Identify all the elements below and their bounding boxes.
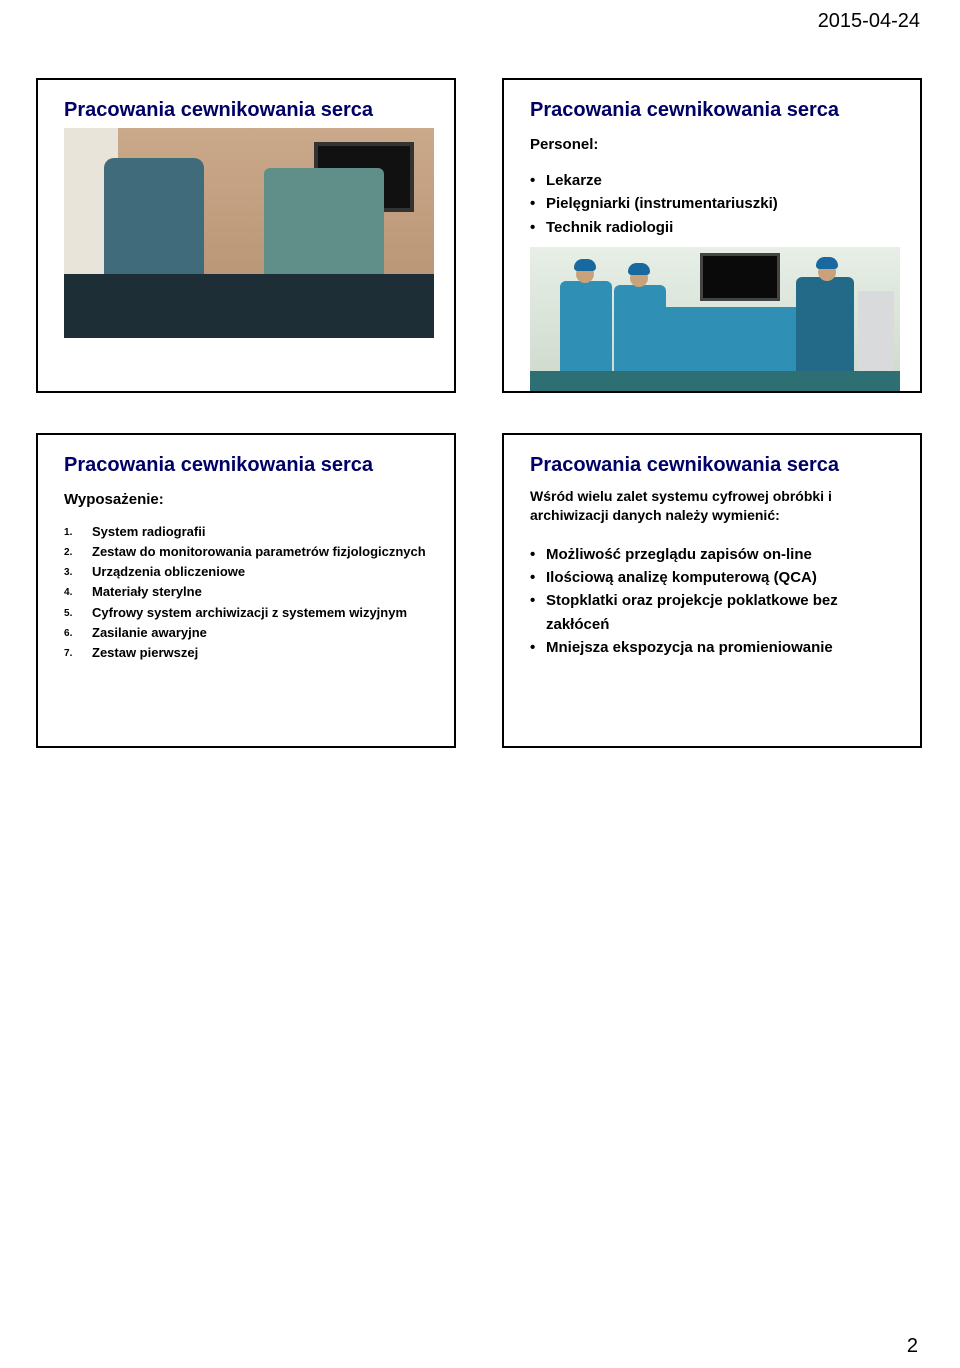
page-number: 2 xyxy=(907,1335,918,1358)
list-item: Ilościową analizę komputerową (QCA) xyxy=(530,566,900,589)
list-item: Urządzenia obliczeniowe xyxy=(64,562,434,582)
monitor-bank xyxy=(700,253,780,301)
advantages-list: Możliwość przeglądu zapisów on-line Iloś… xyxy=(530,543,900,659)
list-item: Stopklatki oraz projekcje poklatkowe bez… xyxy=(530,589,900,636)
list-item: Materiały sterylne xyxy=(64,582,434,602)
team-photo xyxy=(530,247,900,393)
personnel-list: Lekarze Pielęgniarki (instrumentariuszki… xyxy=(530,169,900,239)
list-item: Możliwość przeglądu zapisów on-line xyxy=(530,543,900,566)
page-date: 2015-04-24 xyxy=(818,10,920,33)
slide-3: Pracowania cewnikowania serca Wyposażeni… xyxy=(36,433,456,748)
staff-1-cap xyxy=(574,259,596,271)
slide-2: Pracowania cewnikowania serca Personel: … xyxy=(502,78,922,393)
page: 2015-04-24 Pracowania cewnikowania serca… xyxy=(0,0,960,1368)
slide-title: Pracowania cewnikowania serca xyxy=(64,453,434,477)
list-item: Zasilanie awaryjne xyxy=(64,623,434,643)
list-item: Mniejsza ekspozycja na promieniowanie xyxy=(530,636,900,659)
list-item: Cyfrowy system archiwizacji z systemem w… xyxy=(64,603,434,623)
slide-title: Pracowania cewnikowania serca xyxy=(530,453,900,477)
list-item: Technik radiologii xyxy=(530,216,900,239)
slide-1-photo-wrap xyxy=(64,128,434,338)
slide-row-1: Pracowania cewnikowania serca Pracowania… xyxy=(36,78,924,393)
list-item: Zestaw pierwszej xyxy=(64,643,434,663)
list-item: Zestaw do monitorowania parametrów fizjo… xyxy=(64,542,434,562)
slide-row-2: Pracowania cewnikowania serca Wyposażeni… xyxy=(36,433,924,748)
slide-title: Pracowania cewnikowania serca xyxy=(530,98,900,122)
equipment-cart xyxy=(858,291,894,381)
list-item: System radiografii xyxy=(64,522,434,542)
equipment-list: System radiografii Zestaw do monitorowan… xyxy=(64,522,434,663)
slide-3-subhead: Wyposażenie: xyxy=(64,491,434,508)
slide-2-subhead: Personel: xyxy=(530,136,900,153)
slide-4: Pracowania cewnikowania serca Wśród wiel… xyxy=(502,433,922,748)
slide-1: Pracowania cewnikowania serca xyxy=(36,78,456,393)
staff-3-cap xyxy=(816,257,838,269)
staff-2-cap xyxy=(628,263,650,275)
slide-title: Pracowania cewnikowania serca xyxy=(64,98,434,122)
cathlab-photo xyxy=(64,128,434,338)
list-item: Lekarze xyxy=(530,169,900,192)
patient-table xyxy=(64,274,434,338)
slide-4-lead: Wśród wielu zalet systemu cyfrowej obrób… xyxy=(530,487,900,525)
floor xyxy=(530,371,900,393)
list-item: Pielęgniarki (instrumentariuszki) xyxy=(530,192,900,215)
